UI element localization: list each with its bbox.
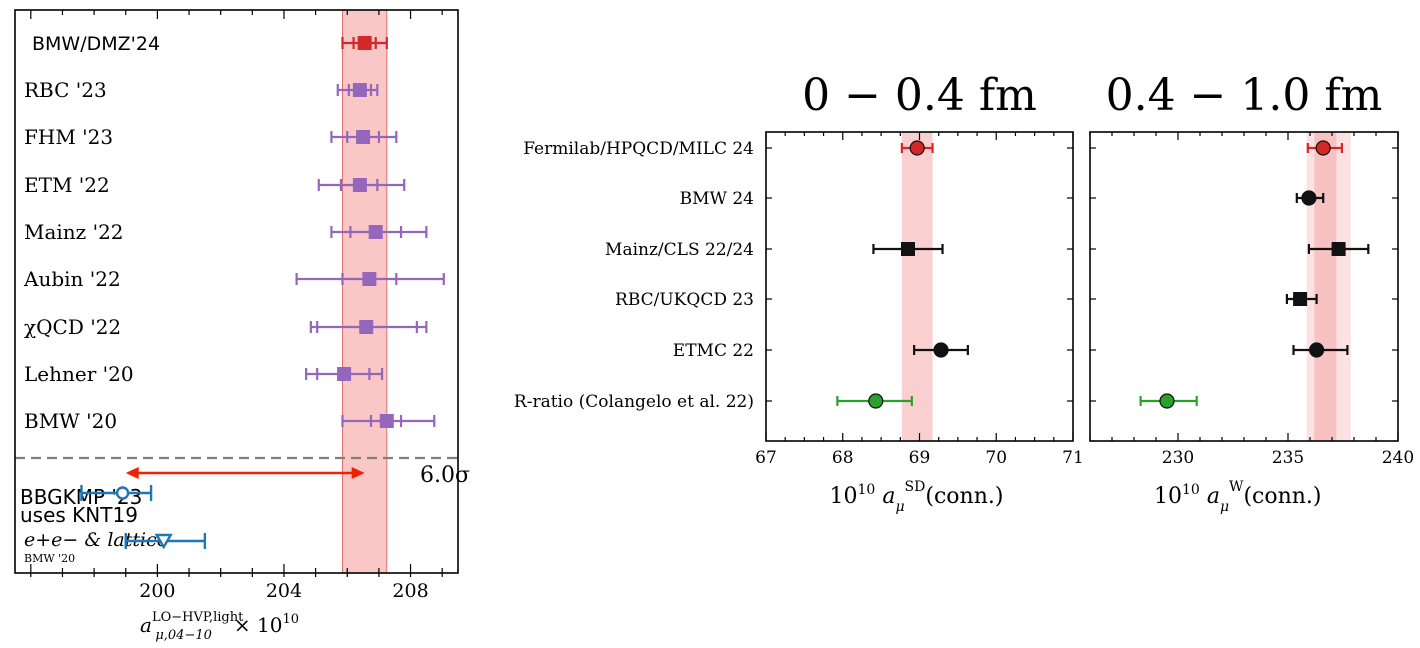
x-label-base: a: [140, 613, 152, 637]
panel-title: 0.4 − 1.0 fm: [1106, 70, 1383, 121]
entry-label: RBC '23: [24, 78, 107, 102]
x-tick-label: 71: [1062, 448, 1084, 468]
x-tick-label: 208: [392, 580, 428, 602]
entry-5-marker: [362, 272, 377, 286]
entry-label: e+e− & lattice: [24, 529, 168, 551]
entry-7-marker: [337, 367, 352, 381]
x-label-exp: 10: [282, 612, 299, 627]
entry-3-marker: [352, 178, 367, 192]
entry-0-marker: [357, 36, 372, 50]
x-label-sub: μ,04−10: [155, 628, 212, 643]
entry-label: ETMC 22: [673, 341, 754, 361]
left-forest-plot: 200 204 208 BMW/DMZ'24 RBC '23 FHM '23 ETM '22…: [14, 9, 470, 643]
entry-1-marker: [352, 83, 367, 97]
panel-title: 0 − 0.4 fm: [802, 70, 1037, 121]
entry-label-text: e+e− & lattice: [24, 529, 168, 551]
sigma-arrow-head-left: [125, 467, 139, 479]
entry-9-marker: [115, 486, 130, 500]
entry-0-marker: [1315, 140, 1331, 156]
x-axis-label: 1010 aμW(conn.): [1154, 479, 1322, 515]
x-label-sup: SD: [905, 479, 926, 495]
entry-4-marker: [1308, 342, 1325, 358]
average-band: [1314, 132, 1337, 441]
entry-3-marker: [1293, 292, 1308, 306]
entry-2-marker: [900, 242, 915, 256]
x-label-pre: 10: [830, 484, 858, 509]
x-tick-label: 204: [266, 580, 302, 602]
entry-label: FHM '23: [24, 125, 113, 149]
x-label-tail: × 10: [234, 613, 283, 637]
entry-label: ETM '22: [24, 173, 110, 197]
x-label-tail: (conn.): [925, 484, 1003, 509]
entry-label: R-ratio (Colangelo et al. 22): [514, 392, 754, 412]
x-label-base: a: [1200, 484, 1220, 509]
entry-6-marker: [359, 320, 374, 334]
x-label-sub: μ: [895, 499, 904, 515]
sigma-arrow-head-right: [351, 467, 365, 479]
average-band: [901, 132, 933, 441]
entry-label-sub: uses KNT19: [20, 503, 138, 527]
entry-0-marker: [909, 140, 925, 156]
entry-label: Mainz '22: [24, 220, 124, 244]
left-plot-frame: [14, 9, 459, 574]
entry-2-marker: [356, 130, 371, 144]
x-label-pre-exp: 10: [1182, 482, 1200, 498]
entry-label-sub: BMW '20: [24, 552, 75, 565]
entry-label: BMW 24: [680, 189, 754, 209]
entry-5-marker: [868, 393, 884, 409]
plot-frame: [1089, 131, 1399, 442]
x-tick-label: 69: [909, 448, 931, 468]
x-tick-label: 67: [755, 448, 777, 468]
entry-label: χQCD '22: [24, 315, 121, 339]
entry-8-marker: [379, 414, 394, 428]
x-tick-label: 200: [139, 580, 175, 602]
x-label-tail: (conn.): [1243, 484, 1321, 509]
plot-frame: [765, 131, 1074, 442]
x-axis-label: aLO−HVP,light μ,04−10 × 1010: [140, 610, 299, 643]
w-window-plot: 0.4 − 1.0 fm 230 235 240 1010 aμW(conn.): [1089, 70, 1414, 515]
entry-2-marker: [1331, 242, 1346, 256]
entry-4-marker: [933, 342, 949, 358]
sigma-annotation: 6.0σ: [420, 463, 470, 488]
x-label-pre-exp: 10: [858, 482, 876, 498]
x-label-base: a: [875, 484, 895, 509]
entry-label: BMW/DMZ'24: [32, 33, 160, 55]
entry-label: Lehner '20: [24, 362, 134, 386]
x-tick-label: 240: [1382, 448, 1414, 468]
x-label-sup: LO−HVP,light: [152, 610, 244, 625]
entry-10-marker: [154, 533, 173, 550]
x-label-pre: 10: [1154, 484, 1182, 509]
entry-label: Fermilab/HPQCD/MILC 24: [523, 139, 754, 159]
entry-label: BMW '20: [24, 409, 117, 433]
x-axis-label: 1010 aμSD(conn.): [830, 479, 1004, 515]
x-tick-label: 68: [832, 448, 854, 468]
x-tick-label: 235: [1272, 448, 1304, 468]
entry-1-marker: [1301, 190, 1317, 206]
x-tick-label: 70: [985, 448, 1007, 468]
entry-label: Mainz/CLS 22/24: [605, 240, 754, 260]
entry-5-marker: [1159, 393, 1175, 409]
sd-window-plot: 0 − 0.4 fm 67 68 69 70 71 Fermilab/HPQCD/MILC …: [514, 70, 1084, 515]
average-band: [342, 10, 387, 573]
entry-4-marker: [368, 225, 383, 239]
x-label-sub: μ: [1220, 499, 1229, 515]
x-tick-label: 230: [1162, 448, 1194, 468]
entry-label: Aubin '22: [23, 267, 121, 291]
entry-label: RBC/UKQCD 23: [615, 290, 754, 310]
x-label-sup: W: [1229, 479, 1244, 495]
